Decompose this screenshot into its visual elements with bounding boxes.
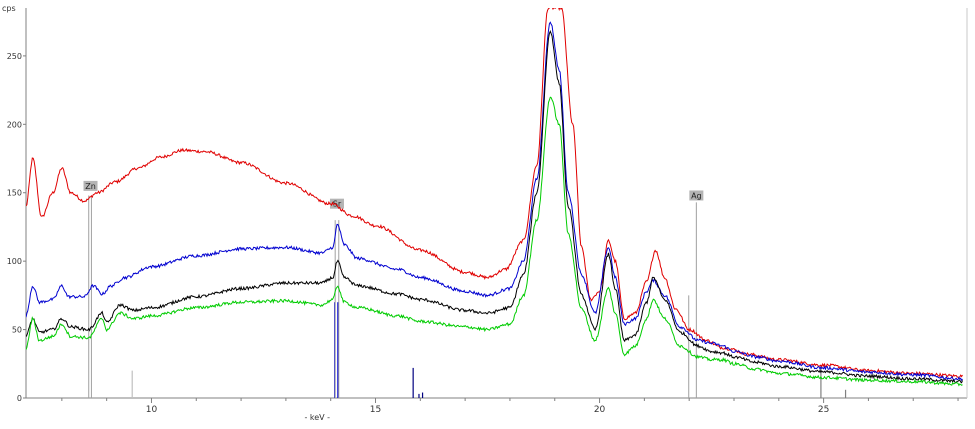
y-axis-label: cps bbox=[2, 4, 16, 13]
y-tick-label: 100 bbox=[7, 257, 22, 266]
x-tick-label: 25 bbox=[818, 405, 829, 415]
y-tick-label: 200 bbox=[7, 120, 22, 129]
y-tick-label: 0 bbox=[17, 394, 22, 403]
marker-label: Ag bbox=[691, 191, 702, 200]
x-tick-label: 20 bbox=[594, 405, 606, 415]
marker-label: Zn bbox=[85, 182, 96, 191]
series-line-1 bbox=[26, 8, 963, 378]
series-line-2 bbox=[26, 21, 963, 382]
y-tick-label: 250 bbox=[7, 52, 22, 61]
series-line-4 bbox=[26, 96, 963, 387]
y-tick-label: 150 bbox=[7, 189, 22, 198]
marker-label-box bbox=[689, 190, 704, 201]
marker-label-box bbox=[83, 180, 98, 191]
x-axis-label: - keV - bbox=[304, 413, 330, 422]
x-tick-label: 15 bbox=[370, 405, 381, 415]
x-tick-label: 10 bbox=[146, 405, 158, 415]
y-tick-label: 50 bbox=[12, 326, 22, 335]
marker-label-box bbox=[329, 198, 344, 209]
marker-label: Sr bbox=[333, 200, 342, 209]
series-line-3 bbox=[26, 29, 963, 384]
